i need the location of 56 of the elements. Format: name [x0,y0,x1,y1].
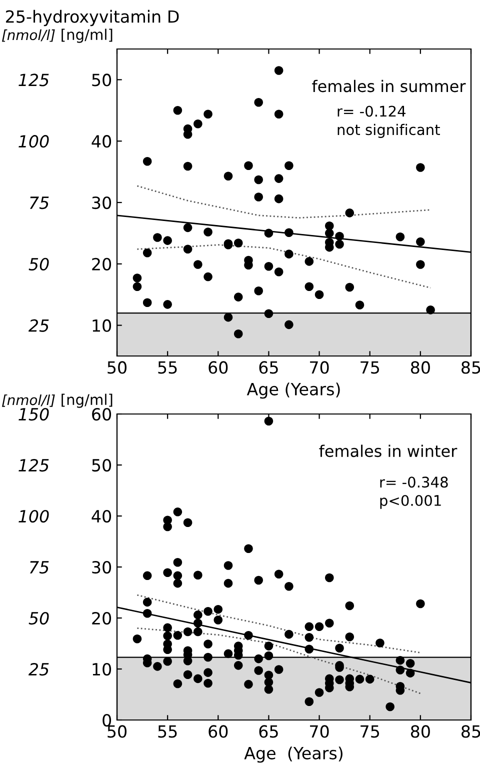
x-tick-label: 75 [360,361,380,374]
y2-tick-label: 75 [30,196,49,210]
x-tick-label: 55 [158,725,177,738]
x-tick-label: 75 [360,725,380,738]
annotation: r= -0.348 [380,476,448,488]
x-tick-label: 60 [208,725,228,738]
x-tick-label: 80 [410,725,430,738]
x-tick-label: 60 [208,361,228,374]
line-series [136,185,432,219]
x-tick-label: 85 [462,361,480,374]
x-tick-label: 70 [310,361,329,374]
y-axis-title: [ng/ml] [62,28,112,43]
y2-tick-label: 125 [18,74,49,86]
annotation: p<0.001 [380,494,441,509]
y2-axis-title: [nmol/l] [2,29,55,42]
y-tick-label: 30 [92,560,112,574]
y-tick-label: 20 [92,258,112,270]
y2-tick-label: 75 [30,561,49,574]
y-tick-label: 20 [92,612,112,625]
x-axis-title: Age (Years) [246,382,340,399]
line-series [136,244,432,289]
chart-title: 25-hydroxyvitamin D [6,10,179,26]
y2-tick-label: 125 [18,458,49,472]
y-tick-label: 30 [92,196,112,210]
annotation: females in summer [312,80,466,92]
y-tick-label: 0 [102,714,112,727]
x-tick-label: 65 [259,725,278,738]
annotation: r= -0.124 [338,106,406,117]
y2-tick-label: 25 [28,319,49,332]
x-tick-label: 80 [410,361,430,374]
y2-tick-label: 50 [28,258,49,270]
y2-tick-label: 150 [18,408,49,421]
x-axis-title: Age (Years) [244,746,342,763]
annotation: females in winter [319,444,458,458]
y-tick-label: 40 [92,510,112,523]
y2-axis-title: [nmol/l] [2,394,55,407]
y-tick-label: 60 [92,408,112,421]
y2-tick-label: 50 [28,612,49,625]
line-series [136,594,422,654]
y2-tick-label: 100 [18,510,49,523]
y2-tick-label: 25 [28,662,49,676]
x-tick-label: 50 [108,361,126,374]
annotation: not significant [338,124,440,138]
x-tick-label: 65 [259,361,278,374]
y-axis-title: [ng/ml] [62,394,112,408]
y-tick-label: 10 [92,662,112,676]
line-series [136,628,422,694]
x-tick-label: 70 [310,725,329,738]
x-tick-label: 55 [158,361,177,374]
y-tick-label: 40 [92,135,112,148]
y2-tick-label: 100 [18,135,49,148]
y-tick-label: 50 [92,74,112,86]
y-tick-label: 10 [92,319,112,332]
x-tick-label: 85 [462,725,480,738]
x-tick-label: 50 [108,725,126,738]
y-tick-label: 50 [92,458,112,472]
